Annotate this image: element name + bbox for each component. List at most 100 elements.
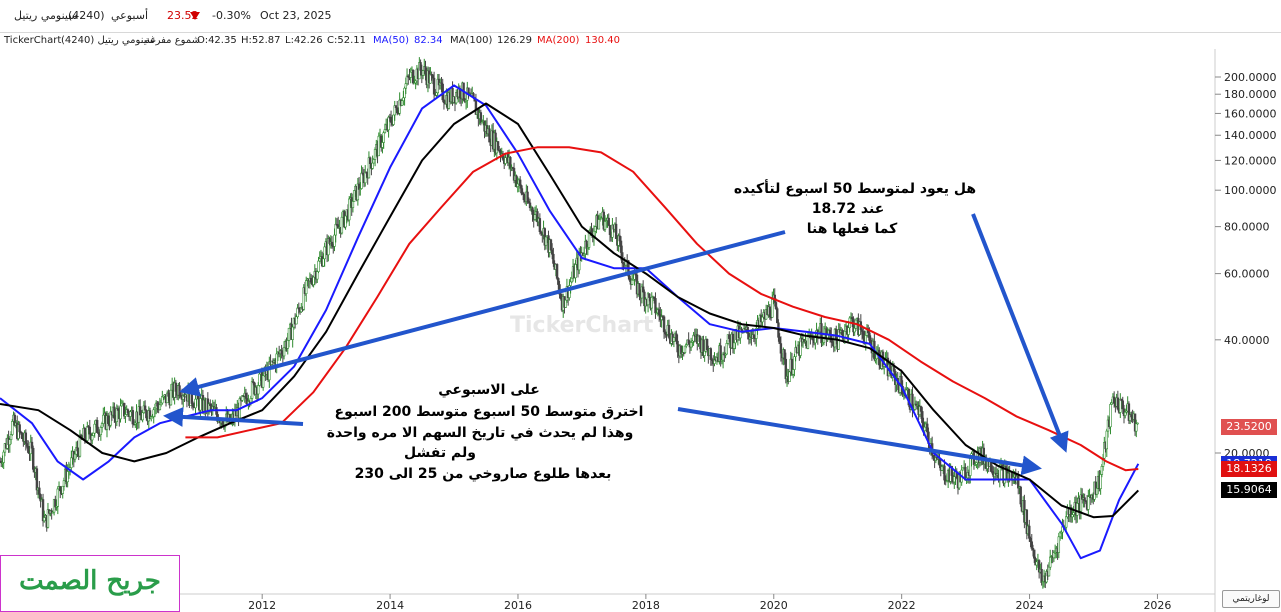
candle-body <box>442 99 446 104</box>
candle-body <box>88 426 91 435</box>
candle-body <box>61 485 64 494</box>
candle-body <box>788 371 791 382</box>
candle-body <box>398 99 401 114</box>
candle-body <box>868 332 871 341</box>
candle-body <box>392 114 395 125</box>
candle-body <box>419 62 422 71</box>
candle-body <box>654 298 657 314</box>
candle-body <box>371 162 374 169</box>
annotation-bottom-line1: على الاسبوعي <box>438 382 540 398</box>
candle-body <box>351 201 355 208</box>
candle-body <box>145 409 148 419</box>
price-chart[interactable]: TickerChart 200.0000 180.0000 160.0000 140.… <box>0 49 1281 612</box>
candle-body <box>8 439 12 446</box>
candle-body <box>569 281 572 286</box>
candle-body <box>360 172 363 189</box>
period-selector[interactable]: أسبوعي <box>111 9 149 22</box>
candle-body <box>249 398 253 403</box>
candle-body <box>368 157 372 164</box>
candle-body <box>244 392 248 399</box>
candle-body <box>158 404 162 410</box>
candle-body <box>250 381 254 399</box>
close-value: C:52.11 <box>327 35 366 46</box>
candle-body <box>768 306 772 318</box>
candle-body <box>241 395 244 401</box>
arrow-from-text-to-2011 <box>163 406 304 427</box>
candle-body <box>30 441 34 449</box>
candle-body <box>672 337 676 342</box>
candle-body <box>107 415 110 424</box>
arrow-to-ma50-retest <box>971 213 1069 453</box>
candle-body <box>73 453 77 460</box>
company-code: (4240) <box>68 9 105 22</box>
candle-body <box>348 198 351 221</box>
candle-body <box>387 116 390 131</box>
candle-body <box>318 258 321 262</box>
candle-body <box>70 457 73 469</box>
candle-body <box>152 409 155 417</box>
candle-body <box>555 264 559 279</box>
candles-group <box>0 57 1139 589</box>
candle-body <box>83 428 87 439</box>
candle-body <box>923 426 926 431</box>
y-tick-label: 200.0000 <box>1224 71 1277 84</box>
annotation-bottom-line3: وهذا لم يحدث في تاريخ السهم الا مره واحد… <box>327 425 634 441</box>
candle-body <box>1071 514 1074 518</box>
candle-body <box>961 467 965 471</box>
company-name: سينومي ريتيل <box>14 9 78 22</box>
candle-body <box>806 335 810 349</box>
brand-label: TickerChart <box>4 35 62 46</box>
symbol-label: سينومي ريتيل (4240) <box>61 35 156 46</box>
y-tick-label: 80.0000 <box>1224 221 1270 234</box>
candle-body <box>156 402 159 407</box>
candle-body <box>18 424 21 433</box>
candle-body <box>383 129 387 134</box>
candle-body <box>943 465 946 481</box>
candle-body <box>1029 538 1032 543</box>
y-tick-label: 120.0000 <box>1224 154 1277 167</box>
candle-body <box>352 190 356 202</box>
candle-body <box>864 335 867 343</box>
candle-body <box>280 350 283 355</box>
chart-info-bar: TickerChart سينومي ريتيل (4240) شموع مفر… <box>0 33 1281 49</box>
candle-body <box>32 447 35 470</box>
candle-body <box>698 335 701 342</box>
candle-body <box>291 326 294 340</box>
candle-body <box>667 324 671 338</box>
candle-body <box>129 411 132 417</box>
candle-body <box>1035 561 1038 566</box>
candle-body <box>1064 516 1068 528</box>
arrow-to-2025-crossover <box>677 407 1042 476</box>
candle-body <box>99 427 103 436</box>
candle-body <box>619 240 623 253</box>
candle-body <box>25 443 29 447</box>
candle-body <box>761 316 764 323</box>
candle-body <box>557 278 560 285</box>
candle-body <box>316 271 319 280</box>
candle-body <box>725 343 728 355</box>
arrow-to-2011-crossover <box>179 230 786 397</box>
candle-body <box>509 157 512 169</box>
candle-body <box>1047 566 1051 577</box>
candle-body <box>907 388 910 406</box>
candle-body <box>24 432 28 444</box>
date-label: Oct 23, 2025 <box>260 9 332 22</box>
ma-line-2 <box>185 146 1139 472</box>
high-value: H:52.87 <box>241 35 281 46</box>
candle-body <box>302 287 305 310</box>
candle-body <box>526 191 529 202</box>
down-arrow-icon <box>190 12 200 20</box>
candle-body <box>488 128 491 143</box>
candle-body <box>597 219 601 230</box>
x-tick-label: 2022 <box>888 599 916 612</box>
candle-body <box>702 339 705 356</box>
candle-body <box>1019 486 1022 505</box>
candle-body <box>1112 396 1116 404</box>
log-scale-button[interactable]: لوغاريتمي <box>1222 590 1280 608</box>
x-tick-label: 2024 <box>1016 599 1044 612</box>
y-tick-label: 60.0000 <box>1224 268 1270 281</box>
candle-body <box>618 235 621 242</box>
candle-body <box>309 277 313 283</box>
candle-body <box>657 309 661 315</box>
annotation-bottom-line2: اخترق متوسط 50 اسبوع متوسط 200 اسبوع <box>335 404 644 420</box>
